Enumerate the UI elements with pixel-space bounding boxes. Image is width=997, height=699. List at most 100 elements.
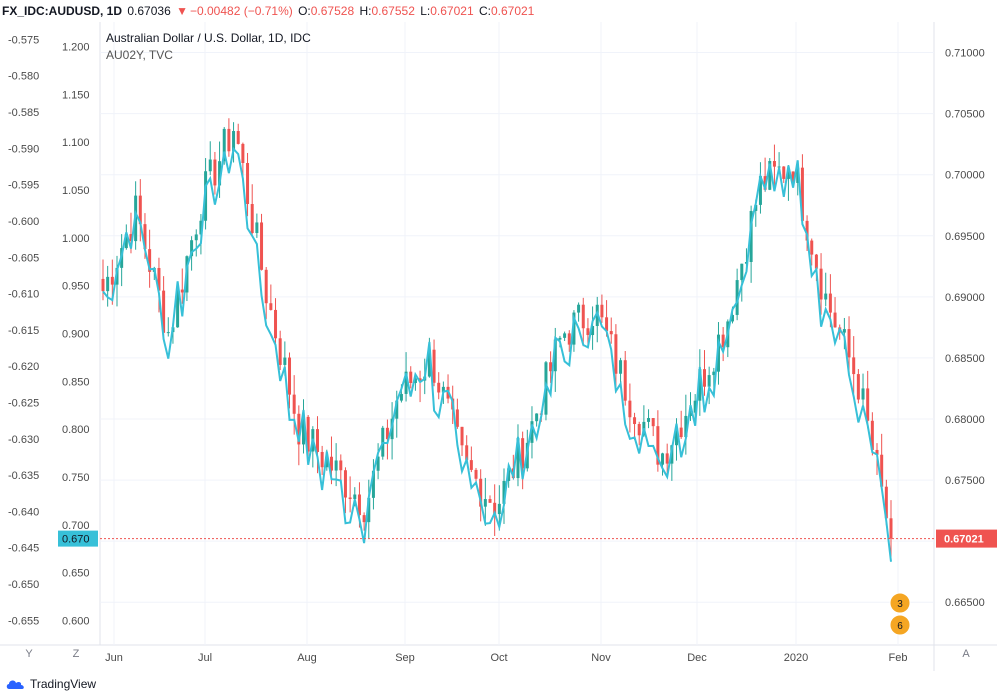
symbol-header: FX_IDC:AUDUSD, 1D 0.67036 ▼ −0.00482 (−0.… xyxy=(0,0,997,22)
candle-body xyxy=(493,502,497,515)
inner-left-axis-tick-label: 0.800 xyxy=(62,424,90,436)
inner-left-axis-tick-label: 0.700 xyxy=(62,520,90,532)
outer-left-axis-tick-label: -0.630 xyxy=(8,434,39,446)
candle-body xyxy=(572,312,576,345)
candle-body xyxy=(600,304,604,318)
y-scale-button[interactable]: Y xyxy=(25,648,33,660)
auto-scale-button[interactable]: A xyxy=(962,648,970,660)
candle-body xyxy=(241,143,245,164)
time-axis-label: Jun xyxy=(105,652,123,664)
compare-last-value-badge xyxy=(58,530,98,547)
last-price: 0.67036 xyxy=(127,4,171,18)
outer-left-axis-tick-label: -0.595 xyxy=(8,180,39,192)
candle-body xyxy=(619,360,623,374)
candle-body xyxy=(763,176,767,190)
candle-body xyxy=(208,159,212,172)
candle-body xyxy=(357,494,361,516)
right-axis-tick-label: 0.68500 xyxy=(945,353,985,365)
candle-body xyxy=(623,360,627,401)
candle-body xyxy=(689,412,693,416)
candle-body xyxy=(301,416,305,445)
candle-body xyxy=(469,460,473,470)
candle-body xyxy=(581,304,585,329)
candle-body xyxy=(884,486,888,519)
candle-body xyxy=(474,469,478,479)
last-price-badge xyxy=(936,529,997,548)
candle-body xyxy=(679,427,683,438)
outer-left-axis-tick-label: -0.590 xyxy=(8,143,39,155)
right-axis-tick-label: 0.67500 xyxy=(945,475,985,487)
candle-body xyxy=(246,163,250,205)
legend-main-series[interactable]: Australian Dollar / U.S. Dollar, 1D, IDC xyxy=(106,31,311,45)
outer-left-axis-tick-label: -0.620 xyxy=(8,361,39,373)
candle-body xyxy=(647,418,651,422)
last-price-badge-label: 0.67021 xyxy=(944,534,984,546)
candle-body xyxy=(399,393,403,401)
candle-body xyxy=(633,417,637,425)
event-marker-icon[interactable] xyxy=(889,614,911,636)
candle-body xyxy=(413,378,417,384)
outer-left-axis-tick-label: -0.605 xyxy=(8,252,39,264)
candle-body xyxy=(283,357,287,365)
candle-body xyxy=(325,456,329,468)
outer-left-axis-tick-label: -0.615 xyxy=(8,325,39,337)
inner-left-axis-tick-label: 0.850 xyxy=(62,376,90,388)
candle-body xyxy=(698,369,702,401)
candle-body xyxy=(768,160,772,190)
candle-body xyxy=(376,456,380,471)
candle-body xyxy=(567,333,571,345)
inner-left-axis-tick-label: 0.600 xyxy=(62,616,90,628)
candle-body xyxy=(199,220,203,235)
candle-body xyxy=(516,438,520,479)
event-marker-icon[interactable] xyxy=(889,592,911,614)
candle-body xyxy=(157,267,161,291)
candle-body xyxy=(507,468,511,481)
candle-body xyxy=(250,204,254,234)
candle-body xyxy=(796,167,800,183)
candle-body xyxy=(255,222,259,234)
candle-body xyxy=(535,413,539,422)
candle-body xyxy=(138,195,142,225)
candle-body xyxy=(437,382,441,393)
candle-body xyxy=(530,421,534,443)
open-value: 0.67528 xyxy=(310,4,355,18)
candle-body xyxy=(371,470,375,498)
candle-body xyxy=(348,497,352,499)
candle-body xyxy=(362,515,366,523)
z-scale-button[interactable]: Z xyxy=(72,648,80,660)
legend-compare-series[interactable]: AU02Y, TVC xyxy=(106,48,173,62)
close-value: 0.67021 xyxy=(490,4,535,18)
candle-body xyxy=(702,369,706,387)
candle-body xyxy=(824,293,828,300)
candle-body xyxy=(143,224,147,250)
time-axis-label: Dec xyxy=(687,652,707,664)
candle-body xyxy=(166,332,170,334)
time-axis-label: 2020 xyxy=(784,652,808,664)
candle-body xyxy=(269,303,273,310)
price-chart[interactable]: Jun Jul Aug Sep Oct Nov Dec 2020 Feb 0.71000 0.705… xyxy=(0,0,997,671)
candle-body xyxy=(772,160,776,167)
candle-body xyxy=(441,386,445,393)
time-axis-label: Nov xyxy=(591,652,611,664)
candle-body xyxy=(875,449,879,455)
outer-left-axis-tick-label: -0.655 xyxy=(8,615,39,627)
candle-body xyxy=(236,131,240,144)
candle-body xyxy=(549,362,553,372)
candle-body xyxy=(563,333,567,338)
tradingview-logo[interactable]: TradingView xyxy=(6,677,96,691)
symbol-name[interactable]: FX_IDC:AUDUSD, 1D xyxy=(2,4,123,18)
candle-body xyxy=(190,240,194,257)
candle-body xyxy=(586,328,590,336)
inner-left-axis-tick-label: 1.100 xyxy=(62,137,90,149)
time-axis-label: Oct xyxy=(490,652,507,664)
footer xyxy=(0,671,997,699)
close-label: C: xyxy=(478,4,491,18)
candle-body xyxy=(110,276,114,285)
outer-left-axis-tick-label: -0.585 xyxy=(8,107,39,119)
outer-left-axis-tick-label: -0.635 xyxy=(8,470,39,482)
candle-body xyxy=(385,427,389,440)
event-marker-count: 6 xyxy=(897,621,903,632)
candle-body xyxy=(218,161,222,186)
outer-left-axis-tick-label: -0.600 xyxy=(8,216,39,228)
low-value: 0.67021 xyxy=(430,4,474,18)
